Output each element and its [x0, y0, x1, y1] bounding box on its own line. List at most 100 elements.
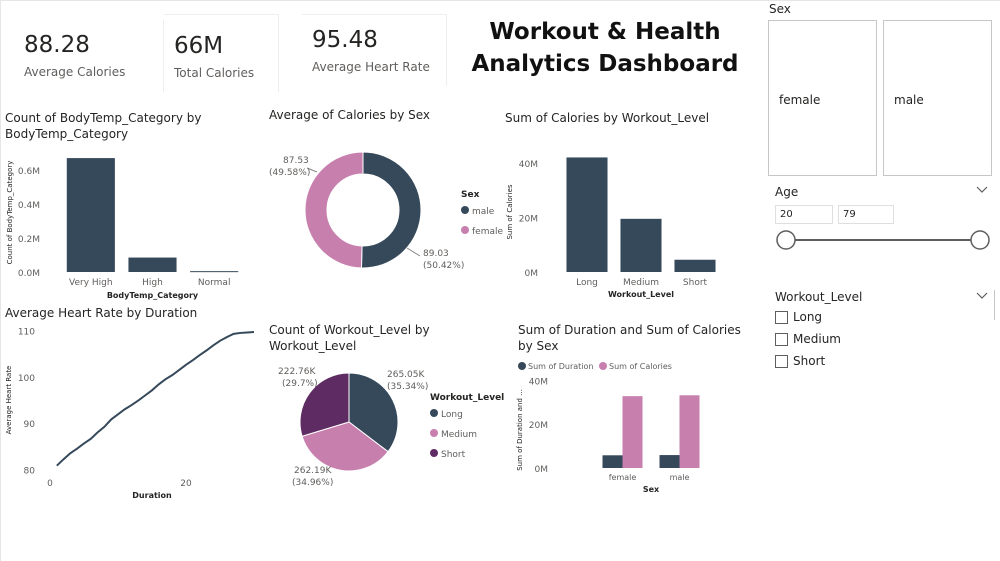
x-axis-title: Workout_Level [608, 290, 674, 299]
chart-sum-calories-by-workout-level[interactable]: 0M 20M 40M Long Medium Short Workout_Level Sum … [500, 140, 745, 305]
bar [674, 259, 716, 272]
chart-title-calories-by-workout-level: Sum of Calories by Workout_Level [505, 111, 710, 125]
data-label-pct: (49.58%) [269, 168, 310, 178]
chart-title-heart-rate-by-duration: Average Heart Rate by Duration [5, 306, 198, 320]
legend-label: Long [441, 410, 463, 420]
legend-marker [430, 409, 438, 417]
pie-slice [301, 421, 389, 472]
bar [566, 157, 608, 272]
kpi-card-average-calories[interactable]: 88.28 Average Calories [14, 20, 164, 92]
bar [66, 158, 115, 272]
slider-handle-min[interactable] [776, 230, 796, 250]
age-min-input[interactable]: 20 [775, 205, 833, 224]
slider-handle-max[interactable] [970, 230, 990, 250]
dashboard-title-line-1: Workout & Health [489, 19, 721, 45]
kpi-label: Average Heart Rate [312, 60, 430, 74]
donut-slice [304, 151, 364, 269]
x-tick-label: Normal [198, 278, 231, 288]
y-tick-label: 40M [529, 377, 548, 387]
legend-marker [461, 226, 469, 234]
dashboard-title-line-2: Analytics Dashboard [471, 51, 739, 77]
checkbox[interactable] [775, 333, 788, 346]
pie-slice [348, 372, 399, 453]
x-tick-label: 0 [47, 479, 53, 489]
bar [602, 455, 623, 468]
legend-label: Sum of Calories [609, 362, 672, 371]
y-tick-label: 40M [519, 160, 538, 170]
legend-marker [461, 206, 469, 214]
kpi-value: 88.28 [24, 32, 90, 58]
slicer-option-medium[interactable]: Medium [775, 332, 895, 350]
age-max-input[interactable]: 79 [838, 205, 894, 224]
chevron-down-icon[interactable] [976, 292, 988, 300]
slicer-option-long[interactable]: Long [775, 310, 895, 328]
x-tick-label: Long [576, 278, 598, 288]
donut-slice [360, 151, 422, 269]
leader-line [406, 247, 421, 257]
y-axis-title: Sum of Duration and ... [516, 389, 524, 471]
chart-count-workout-level[interactable]: 265.05K (35.34%) 262.19K (34.96%) 222.76K (29… [262, 355, 512, 500]
bar [128, 257, 177, 272]
kpi-card-average-heart-rate[interactable]: 95.48 Average Heart Rate [302, 14, 447, 86]
legend-marker [599, 362, 607, 370]
legend-marker [518, 362, 526, 370]
chart-title-duration-calories-by-sex: Sum of Duration and Sum of Calories by S… [518, 323, 741, 353]
chart-avg-calories-by-sex[interactable]: 89.03 (50.42%) 87.53 (49.58%) Sex male female [255, 130, 510, 300]
legend-label: Medium [441, 430, 477, 440]
checkbox[interactable] [775, 355, 788, 368]
legend-label: Short [441, 450, 466, 460]
checkbox-label: Long [793, 310, 823, 324]
y-tick-label: 0.0M [18, 269, 40, 279]
data-label: 222.76K [278, 367, 316, 377]
bar [622, 396, 643, 468]
y-axis-title: Count of BodyTemp_Category [6, 161, 14, 265]
legend-title: Sex [461, 190, 480, 200]
data-label: 262.19K [294, 466, 332, 476]
bar [620, 218, 662, 272]
slicer-sex-tile-male[interactable]: male [883, 20, 992, 176]
chart-duration-calories-by-sex[interactable]: Sum of Duration Sum of Calories 0M 20M 40M fe… [512, 356, 752, 501]
kpi-value: 95.48 [312, 27, 378, 53]
x-tick-label: male [670, 473, 690, 482]
legend-label: male [472, 207, 495, 217]
y-tick-label: 0M [535, 465, 549, 475]
data-label: 87.53 [283, 156, 309, 166]
series-line [56, 331, 255, 467]
x-axis-title: BodyTemp_Category [107, 291, 199, 300]
legend-label: Sum of Duration [528, 362, 593, 371]
age-range-slider[interactable] [770, 226, 995, 254]
chart-bodytemp-count[interactable]: 0.0M 0.2M 0.4M 0.6M Very High High Normal BodyT… [0, 145, 255, 305]
chart-title-bodytemp: Count of BodyTemp_Category by BodyTemp_C… [5, 111, 202, 141]
legend-marker [430, 429, 438, 437]
y-tick-label: 100 [18, 374, 35, 384]
x-tick-label: Very High [69, 278, 113, 288]
legend-marker [430, 449, 438, 457]
y-tick-label: 0M [525, 269, 539, 279]
bar [659, 455, 680, 468]
chevron-down-icon[interactable] [976, 186, 988, 194]
y-tick-label: 110 [18, 328, 35, 338]
data-label: 265.05K [387, 370, 425, 380]
slicer-sex-tile-female[interactable]: female [768, 20, 877, 176]
checkbox[interactable] [775, 311, 788, 324]
x-tick-label: Medium [623, 278, 659, 288]
y-tick-label: 0.2M [18, 235, 40, 245]
kpi-label: Average Calories [24, 65, 126, 79]
x-tick-label: female [609, 473, 637, 482]
data-label: 89.03 [423, 249, 449, 259]
x-tick-label: 20 [180, 479, 192, 489]
y-tick-label: 0.6M [18, 167, 40, 177]
kpi-card-total-calories[interactable]: 66M Total Calories [164, 14, 279, 92]
top-border [0, 0, 1000, 1]
chart-avg-heart-rate-by-duration[interactable]: 80 90 100 110 0 20 Duration Average Heart Rate [0, 320, 262, 500]
leader-line [306, 167, 318, 173]
pie-slice [299, 372, 350, 437]
legend-title: Workout_Level [430, 393, 504, 403]
bar [679, 395, 700, 468]
slicer-sex-title: Sex [769, 2, 791, 16]
slicer-option-short[interactable]: Short [775, 354, 895, 372]
x-tick-label: Short [683, 278, 708, 288]
x-axis-title: Sex [643, 485, 660, 494]
data-label-pct: (35.34%) [387, 382, 428, 392]
legend-label: female [472, 227, 503, 237]
